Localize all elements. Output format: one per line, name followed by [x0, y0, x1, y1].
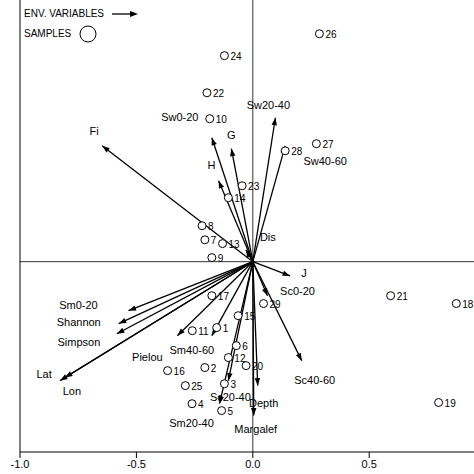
svg-text:Lat: Lat: [36, 368, 51, 380]
svg-text:7: 7: [211, 235, 217, 246]
svg-text:25: 25: [191, 381, 203, 392]
svg-text:27: 27: [322, 139, 334, 150]
svg-text:Sw0-20: Sw0-20: [161, 111, 198, 123]
svg-text:19: 19: [445, 398, 457, 409]
svg-text:Sm20-40: Sm20-40: [169, 417, 214, 429]
svg-text:Margalef: Margalef: [234, 423, 278, 435]
svg-text:Lon: Lon: [63, 385, 81, 397]
svg-text:28: 28: [291, 146, 303, 157]
svg-text:J: J: [301, 267, 307, 279]
svg-text:Sc0-20: Sc0-20: [280, 285, 315, 297]
svg-text:26: 26: [325, 29, 337, 40]
svg-text:2: 2: [211, 363, 217, 374]
svg-text:Sw20-40: Sw20-40: [247, 99, 290, 111]
svg-text:Shannon: Shannon: [57, 316, 101, 328]
svg-text:10: 10: [216, 114, 228, 125]
svg-text:Sw40-60: Sw40-60: [303, 155, 346, 167]
svg-text:14: 14: [234, 193, 246, 204]
svg-text:-1.0: -1.0: [11, 458, 30, 470]
svg-text:5: 5: [228, 406, 234, 417]
svg-text:13: 13: [229, 239, 241, 250]
svg-text:G: G: [227, 129, 236, 141]
svg-text:Sm0-20: Sm0-20: [59, 299, 98, 311]
svg-text:16: 16: [174, 366, 186, 377]
svg-text:4: 4: [198, 399, 204, 410]
svg-text:29: 29: [270, 299, 282, 310]
svg-text:20: 20: [252, 361, 264, 372]
svg-text:0.5: 0.5: [362, 458, 377, 470]
svg-text:Simpson: Simpson: [57, 336, 100, 348]
svg-text:1: 1: [223, 323, 229, 334]
html-text:SAMPLES: SAMPLES: [24, 28, 72, 39]
svg-text:Sm40-60: Sm40-60: [170, 344, 215, 356]
svg-text:3: 3: [230, 379, 236, 390]
svg-text:6: 6: [242, 341, 248, 352]
svg-text:8: 8: [208, 221, 214, 232]
svg-text:17: 17: [218, 291, 230, 302]
svg-text:18: 18: [462, 299, 466, 310]
svg-text:Sc40-60: Sc40-60: [294, 374, 335, 386]
svg-text:Depth: Depth: [249, 396, 279, 409]
svg-text:12: 12: [234, 352, 246, 364]
svg-text:Fi: Fi: [90, 125, 99, 137]
svg-text:Dis: Dis: [260, 231, 276, 243]
svg-text:21: 21: [397, 291, 409, 302]
svg-text:24: 24: [230, 51, 242, 62]
svg-text:11: 11: [198, 326, 209, 337]
svg-text:0.0: 0.0: [245, 458, 260, 470]
html-text:ENV. VARIABLES: ENV. VARIABLES: [24, 8, 104, 19]
svg-text:Sc20-40: Sc20-40: [210, 391, 251, 403]
svg-text:15: 15: [244, 311, 256, 322]
svg-text:23: 23: [248, 181, 260, 192]
svg-text:Pielou: Pielou: [132, 351, 163, 363]
svg-text:H: H: [208, 159, 216, 171]
svg-text:22: 22: [213, 88, 225, 99]
svg-text:-0.5: -0.5: [127, 458, 146, 470]
svg-text:9: 9: [218, 253, 224, 264]
